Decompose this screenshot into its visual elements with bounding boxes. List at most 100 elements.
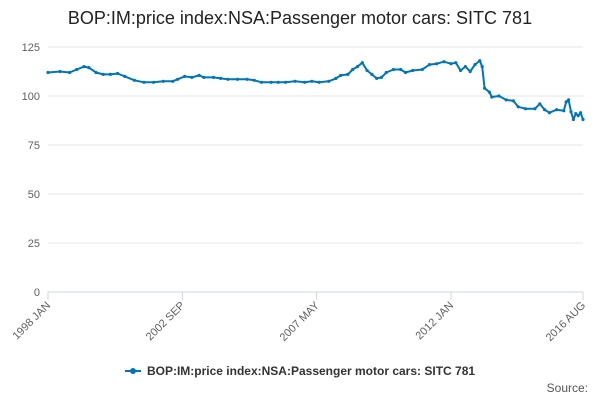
data-point xyxy=(399,67,403,72)
data-point xyxy=(449,62,453,66)
data-point xyxy=(459,68,463,73)
data-point xyxy=(235,77,240,81)
data-point xyxy=(547,111,552,115)
data-point xyxy=(523,107,528,111)
data-point xyxy=(538,102,542,106)
data-point xyxy=(219,76,223,80)
y-tick-label: 125 xyxy=(22,42,40,54)
data-point xyxy=(365,68,369,73)
data-point xyxy=(411,68,415,73)
data-point xyxy=(504,98,508,102)
data-point xyxy=(511,99,515,103)
y-tick-label: 0 xyxy=(34,287,40,299)
legend-item[interactable]: BOP:IM:price index:NSA:Passenger motor c… xyxy=(124,364,476,378)
data-point xyxy=(468,69,472,74)
series-line xyxy=(47,59,584,121)
data-point xyxy=(442,60,446,64)
data-point xyxy=(123,74,127,78)
data-point xyxy=(197,73,201,77)
data-point xyxy=(555,108,559,112)
y-axis: 0 25 50 75 100 125 xyxy=(22,42,40,299)
data-point xyxy=(483,86,487,90)
data-point xyxy=(87,66,91,70)
x-tick-label: 2007 MAY xyxy=(278,299,323,344)
y-tick-label: 50 xyxy=(28,189,40,201)
data-point xyxy=(190,75,194,79)
data-point xyxy=(487,90,491,94)
data-point xyxy=(375,76,379,80)
data-point xyxy=(403,70,408,75)
data-point xyxy=(303,80,307,84)
data-point xyxy=(463,65,467,69)
x-tick-label: 1998 JAN xyxy=(10,300,53,343)
source-label[interactable]: Source: xyxy=(546,381,588,395)
data-point xyxy=(334,76,338,80)
data-point xyxy=(567,98,571,102)
data-point xyxy=(58,69,62,74)
data-point xyxy=(161,79,165,83)
x-tick-label: 2002 SEP xyxy=(144,300,188,344)
data-point xyxy=(68,70,72,75)
data-point xyxy=(132,78,136,82)
data-point xyxy=(391,67,396,72)
data-point xyxy=(259,80,264,84)
data-point xyxy=(543,108,547,112)
data-point xyxy=(108,72,112,76)
series-layer xyxy=(46,59,585,122)
data-point xyxy=(339,73,343,77)
legend-label: BOP:IM:price index:NSA:Passenger motor c… xyxy=(146,364,476,378)
data-point xyxy=(562,109,566,113)
grid-layer xyxy=(48,46,583,244)
data-point xyxy=(571,117,576,122)
data-point xyxy=(574,112,578,116)
legend-line-marker-icon xyxy=(124,366,141,376)
data-point xyxy=(360,61,364,65)
data-point xyxy=(171,79,175,83)
data-point xyxy=(370,72,374,76)
data-point xyxy=(490,95,494,99)
data-point xyxy=(569,110,573,114)
data-point xyxy=(454,61,458,65)
data-point xyxy=(293,79,297,83)
data-point xyxy=(116,71,120,76)
y-tick-label: 25 xyxy=(28,238,40,250)
data-point xyxy=(576,114,580,118)
legend: BOP:IM:price index:NSA:Passenger motor c… xyxy=(0,364,600,379)
data-point xyxy=(497,94,501,98)
data-point xyxy=(317,80,321,84)
data-point xyxy=(581,117,585,122)
data-point xyxy=(564,100,568,104)
data-point xyxy=(75,67,79,72)
data-point xyxy=(46,70,50,75)
x-tick-label: 2012 JAN xyxy=(414,300,457,343)
data-point xyxy=(435,62,439,66)
data-point xyxy=(346,72,350,76)
data-point xyxy=(310,79,314,83)
data-point xyxy=(427,63,432,67)
data-point xyxy=(82,65,86,69)
data-point xyxy=(152,80,156,84)
data-point xyxy=(211,75,216,79)
data-point xyxy=(276,80,280,84)
data-point xyxy=(480,65,484,69)
data-point xyxy=(252,78,256,82)
data-point xyxy=(183,74,187,78)
data-point xyxy=(473,63,477,67)
x-tick-label: 2016 AUG xyxy=(544,300,588,344)
data-point xyxy=(384,70,388,75)
data-point xyxy=(351,67,355,72)
data-point xyxy=(101,72,105,76)
data-point xyxy=(202,75,206,79)
data-point xyxy=(420,67,424,72)
data-point xyxy=(142,80,146,84)
y-tick-label: 75 xyxy=(28,140,40,152)
data-point xyxy=(226,77,230,81)
data-point xyxy=(176,77,180,81)
data-point xyxy=(516,105,520,109)
data-point xyxy=(579,111,583,115)
data-point xyxy=(478,59,482,63)
data-point xyxy=(327,79,331,83)
data-point xyxy=(533,107,537,111)
data-point xyxy=(355,65,360,69)
